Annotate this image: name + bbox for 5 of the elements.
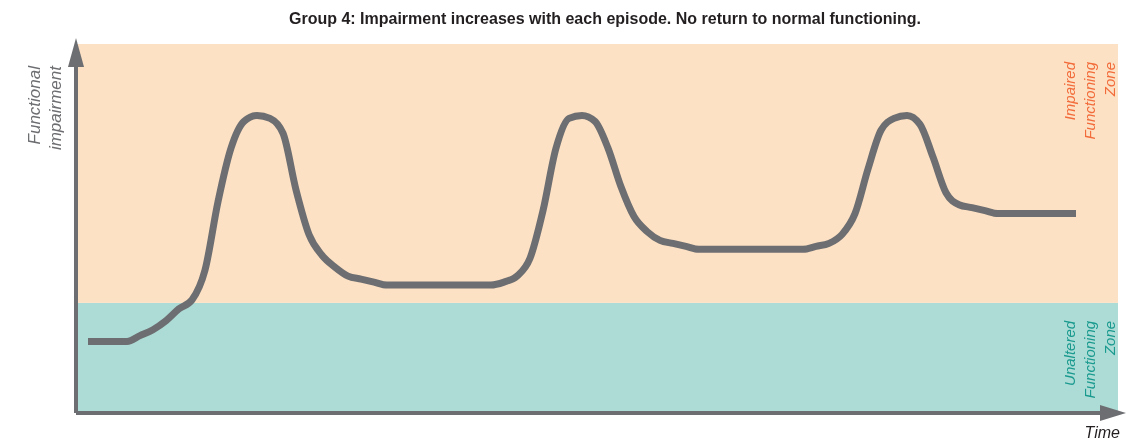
- y-axis-title: Functional impairment: [25, 64, 65, 151]
- band-label: Unaltered Functioning Zone: [1061, 320, 1118, 399]
- x-axis-title: Time: [1084, 424, 1121, 441]
- chart-title: Group 4: Impairment increases with each episode. No return to normal functioning.: [288, 10, 922, 27]
- band-label: Impaired Functioning Zone: [1061, 61, 1118, 140]
